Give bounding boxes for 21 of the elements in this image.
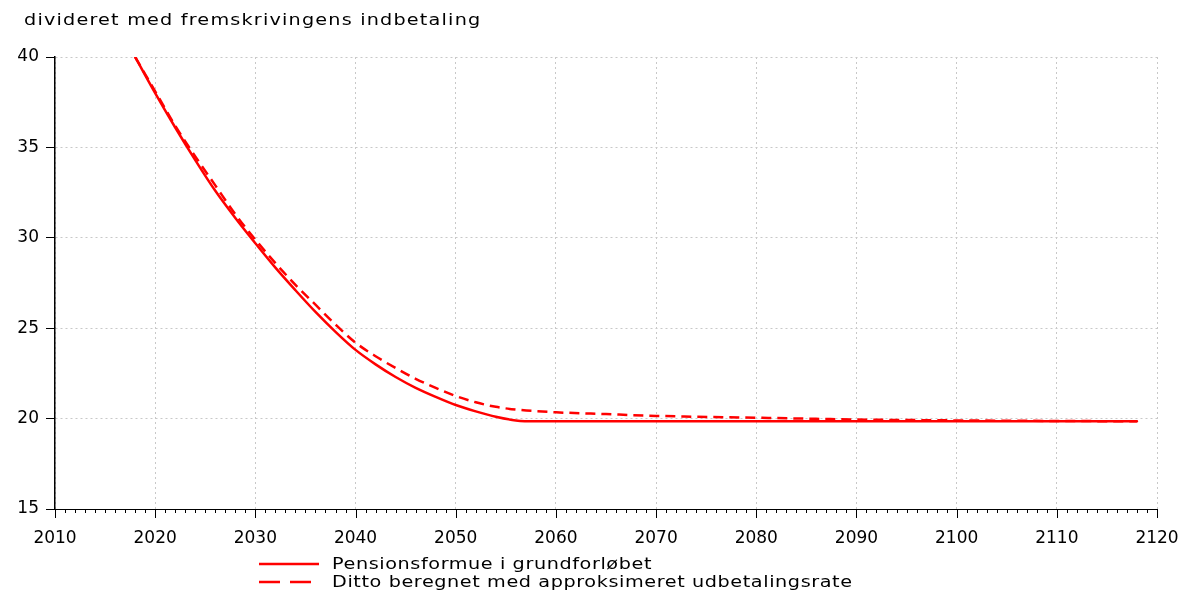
x-tick-label: 2090 [834,526,879,547]
x-tick-label: 2020 [133,526,177,547]
x-tick-label: 2080 [734,526,778,547]
x-tick-label: 2100 [935,526,979,547]
x-tick-label: 2120 [1135,526,1179,547]
legend-label: Pensionsformue i grundforløbet [332,554,653,573]
legend-label: Ditto beregnet med approksimeret udbetalingsrate [332,572,853,591]
y-tick-label: 35 [17,135,39,156]
x-tick-label: 2050 [434,526,478,547]
x-tick-label: 2060 [534,526,578,547]
y-axis-title: divideret med fremskrivingens indbetaling [24,10,482,29]
x-tick-label: 2110 [1035,526,1079,547]
x-tick-label: 2040 [333,526,378,547]
x-tick-label: 2010 [33,526,77,547]
y-tick-label: 15 [17,497,39,518]
y-tick-label: 30 [17,226,39,247]
y-tick-label: 40 [17,45,39,66]
y-tick-label: 25 [17,316,39,337]
x-tick-label: 2030 [233,526,277,547]
y-tick-label: 20 [17,407,39,428]
x-tick-label: 2070 [634,526,678,547]
